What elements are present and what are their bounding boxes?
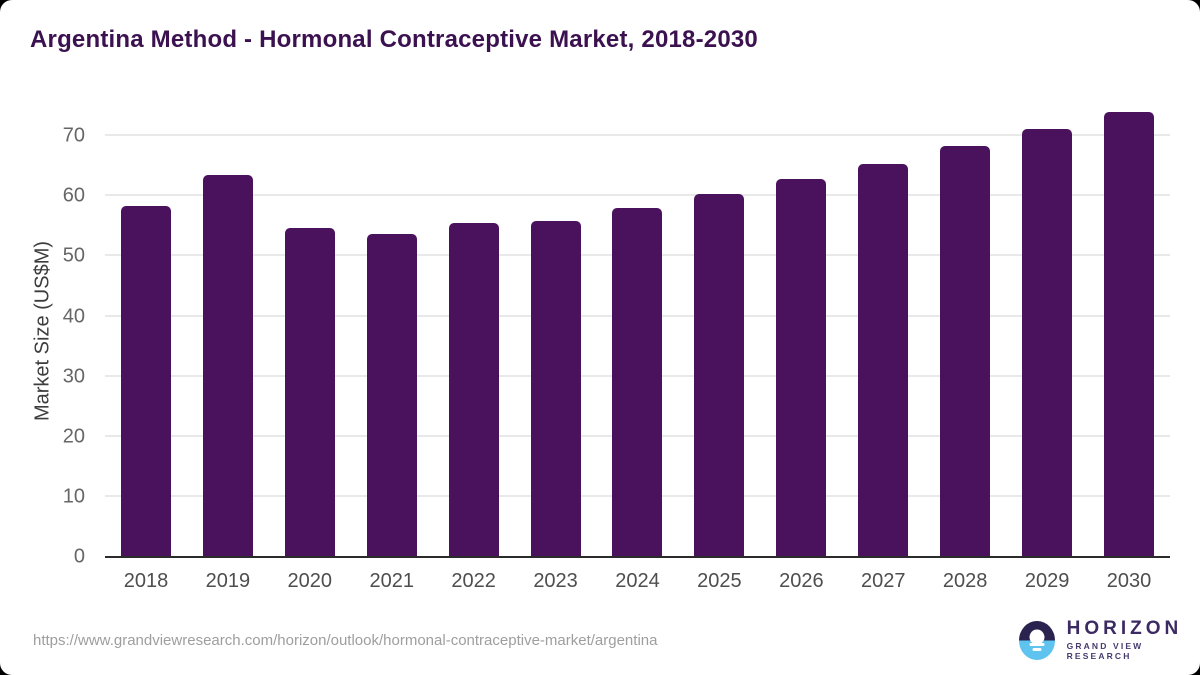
- y-tick-label-20: 20: [62, 425, 85, 448]
- gridline-70: [105, 134, 1170, 137]
- y-tick-label-0: 0: [73, 545, 85, 568]
- y-tick-label-40: 40: [62, 305, 85, 328]
- chart-title: Argentina Method - Hormonal Contraceptiv…: [30, 26, 758, 53]
- sunset-horizon-icon: [1019, 620, 1055, 660]
- bar-series: [105, 105, 1170, 557]
- logo-name: HORIZON: [1066, 618, 1183, 639]
- bar-2019: [202, 174, 253, 557]
- water-stripe-2: [1032, 647, 1042, 651]
- bar-2025: [694, 193, 745, 557]
- y-tick-label-10: 10: [62, 485, 85, 508]
- x-axis-line: [105, 556, 1170, 558]
- bar-slot-2028: [924, 105, 1006, 557]
- y-tick-label-70: 70: [62, 124, 85, 147]
- gridline-60: [105, 194, 1170, 197]
- logo-text: HORIZON GRAND VIEW RESEARCH: [1067, 619, 1200, 661]
- x-tick-label-2027: 2027: [861, 570, 906, 592]
- x-tick-label-2020: 2020: [287, 570, 333, 592]
- bar-slot-2027: [842, 105, 924, 557]
- bar-slot-2020: [269, 105, 351, 557]
- horizon-logo: HORIZON GRAND VIEW RESEARCH: [1019, 619, 1200, 661]
- bar-2028: [940, 146, 991, 557]
- bar-2026: [776, 178, 827, 557]
- bar-2029: [1022, 129, 1073, 557]
- bar-2023: [530, 221, 581, 557]
- y-axis-tick-labels: 0 10 20 30 40 50 60 70: [0, 105, 95, 568]
- bar-slot-2030: [1088, 105, 1170, 557]
- x-axis-tick-labels: 2018 2019 2020 2021 2022 2023 2024 2025 2026 2027…: [105, 570, 1170, 593]
- x-tick-label-2022: 2022: [451, 570, 496, 592]
- bar-slot-2021: [351, 105, 433, 557]
- bar-2020: [284, 228, 335, 557]
- bar-slot-2026: [760, 105, 842, 557]
- bar-slot-2019: [187, 105, 269, 557]
- y-tick-label-50: 50: [62, 244, 85, 267]
- bar-2027: [858, 163, 909, 557]
- bar-2024: [612, 208, 663, 557]
- x-tick-label-2028: 2028: [942, 570, 988, 592]
- bar-slot-2029: [1006, 105, 1088, 557]
- bar-2022: [448, 223, 499, 557]
- x-tick-label-2030: 2030: [1106, 570, 1152, 592]
- bar-2030: [1104, 111, 1155, 557]
- x-tick-label-2024: 2024: [615, 570, 660, 592]
- x-tick-label-2023: 2023: [533, 570, 578, 592]
- bar-slot-2022: [433, 105, 515, 557]
- bar-slot-2018: [105, 105, 187, 557]
- bar-2018: [120, 205, 171, 557]
- y-tick-label-30: 30: [62, 365, 85, 388]
- bar-slot-2024: [597, 105, 679, 557]
- y-tick-label-60: 60: [62, 184, 85, 207]
- x-tick-label-2029: 2029: [1024, 570, 1070, 592]
- bar-slot-2025: [678, 105, 760, 557]
- source-url: https://www.grandviewresearch.com/horizo…: [33, 632, 658, 649]
- bar-2021: [366, 234, 417, 557]
- x-tick-label-2026: 2026: [779, 570, 824, 592]
- sun-circle: [1029, 629, 1045, 644]
- water-stripe-1: [1029, 642, 1045, 646]
- x-tick-label-2019: 2019: [205, 570, 251, 592]
- x-tick-label-2018: 2018: [123, 570, 169, 592]
- plot-area: [105, 105, 1170, 558]
- logo-tagline: GRAND VIEW RESEARCH: [1066, 641, 1144, 661]
- x-tick-label-2021: 2021: [369, 570, 414, 592]
- x-tick-label-2025: 2025: [697, 570, 742, 592]
- bar-slot-2023: [515, 105, 597, 557]
